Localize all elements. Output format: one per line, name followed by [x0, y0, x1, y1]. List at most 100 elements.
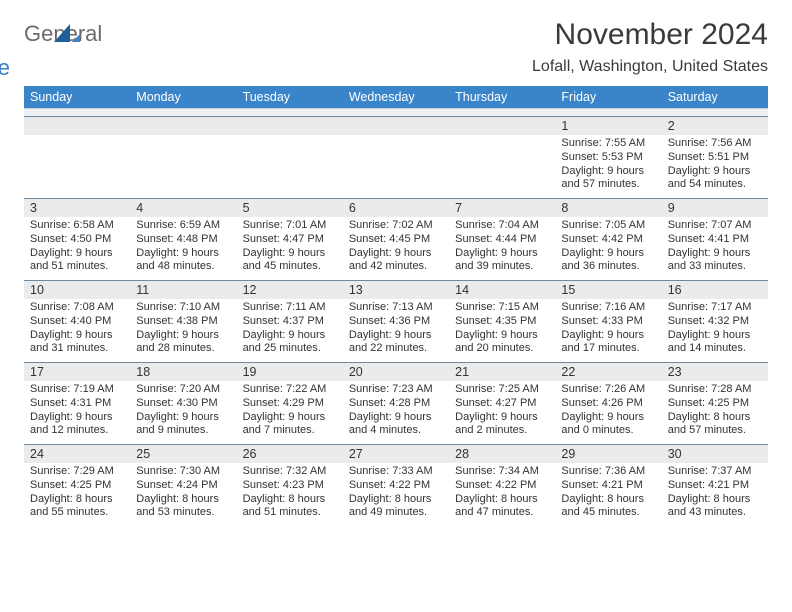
day-body: Sunrise: 7:33 AMSunset: 4:22 PMDaylight:…	[349, 465, 443, 520]
week-row: 1Sunrise: 7:55 AMSunset: 5:53 PMDaylight…	[24, 116, 768, 198]
day-sunrise: Sunrise: 7:13 AM	[349, 301, 443, 315]
dow-cell: Tuesday	[237, 86, 343, 108]
day-cell: 13Sunrise: 7:13 AMSunset: 4:36 PMDayligh…	[343, 281, 449, 362]
day-sunrise: Sunrise: 7:17 AM	[668, 301, 762, 315]
day-day2: and 22 minutes.	[349, 342, 443, 356]
day-number: 5	[237, 199, 343, 217]
day-sunset: Sunset: 4:36 PM	[349, 315, 443, 329]
day-day2: and 55 minutes.	[30, 506, 124, 520]
location-text: Lofall, Washington, United States	[532, 58, 768, 76]
day-day1: Daylight: 9 hours	[243, 411, 337, 425]
day-number: 4	[130, 199, 236, 217]
day-sunrise: Sunrise: 6:59 AM	[136, 219, 230, 233]
day-number: 15	[555, 281, 661, 299]
day-sunset: Sunset: 4:24 PM	[136, 479, 230, 493]
day-day1: Daylight: 9 hours	[136, 247, 230, 261]
day-number: 25	[130, 445, 236, 463]
day-number: 10	[24, 281, 130, 299]
day-sunset: Sunset: 4:22 PM	[349, 479, 443, 493]
day-cell: 29Sunrise: 7:36 AMSunset: 4:21 PMDayligh…	[555, 445, 661, 526]
day-day2: and 51 minutes.	[30, 260, 124, 274]
day-number: 11	[130, 281, 236, 299]
day-day1: Daylight: 8 hours	[30, 493, 124, 507]
day-cell: 9Sunrise: 7:07 AMSunset: 4:41 PMDaylight…	[662, 199, 768, 280]
day-day1: Daylight: 9 hours	[561, 247, 655, 261]
day-day2: and 47 minutes.	[455, 506, 549, 520]
day-number: 6	[343, 199, 449, 217]
day-number: 14	[449, 281, 555, 299]
day-body: Sunrise: 7:37 AMSunset: 4:21 PMDaylight:…	[668, 465, 762, 520]
day-body: Sunrise: 7:04 AMSunset: 4:44 PMDaylight:…	[455, 219, 549, 274]
day-sunset: Sunset: 4:35 PM	[455, 315, 549, 329]
day-number: 21	[449, 363, 555, 381]
day-number: 16	[662, 281, 768, 299]
day-day1: Daylight: 9 hours	[30, 411, 124, 425]
day-body: Sunrise: 7:01 AMSunset: 4:47 PMDaylight:…	[243, 219, 337, 274]
day-day2: and 48 minutes.	[136, 260, 230, 274]
day-body: Sunrise: 7:08 AMSunset: 4:40 PMDaylight:…	[30, 301, 124, 356]
day-sunset: Sunset: 4:27 PM	[455, 397, 549, 411]
day-day2: and 2 minutes.	[455, 424, 549, 438]
day-body: Sunrise: 7:55 AMSunset: 5:53 PMDaylight:…	[561, 137, 655, 192]
day-day2: and 9 minutes.	[136, 424, 230, 438]
day-day1: Daylight: 9 hours	[30, 247, 124, 261]
dow-cell: Friday	[555, 86, 661, 108]
day-number: 12	[237, 281, 343, 299]
day-day1: Daylight: 8 hours	[455, 493, 549, 507]
day-number: 8	[555, 199, 661, 217]
day-day1: Daylight: 9 hours	[455, 329, 549, 343]
day-sunset: Sunset: 4:25 PM	[30, 479, 124, 493]
day-cell	[237, 117, 343, 198]
day-number: 27	[343, 445, 449, 463]
logo: General Blue	[24, 18, 130, 64]
day-cell: 21Sunrise: 7:25 AMSunset: 4:27 PMDayligh…	[449, 363, 555, 444]
day-body: Sunrise: 7:29 AMSunset: 4:25 PMDaylight:…	[30, 465, 124, 520]
day-cell: 5 Sunrise: 7:01 AMSunset: 4:47 PMDaylight…	[237, 199, 343, 280]
day-day1: Daylight: 9 hours	[349, 329, 443, 343]
day-day2: and 43 minutes.	[668, 506, 762, 520]
day-body: Sunrise: 6:58 AMSunset: 4:50 PMDaylight:…	[30, 219, 124, 274]
day-of-week-header: SundayMondayTuesdayWednesdayThursdayFrid…	[24, 86, 768, 108]
day-sunrise: Sunrise: 7:07 AM	[668, 219, 762, 233]
day-body: Sunrise: 7:16 AMSunset: 4:33 PMDaylight:…	[561, 301, 655, 356]
calendar-page: General Blue November 2024 Lofall, Washi…	[0, 0, 792, 544]
dow-cell: Wednesday	[343, 86, 449, 108]
day-number: 2	[662, 117, 768, 135]
week-row: 3Sunrise: 6:58 AMSunset: 4:50 PMDaylight…	[24, 198, 768, 280]
day-cell: 6Sunrise: 7:02 AMSunset: 4:45 PMDaylight…	[343, 199, 449, 280]
day-day2: and 12 minutes.	[30, 424, 124, 438]
day-cell	[343, 117, 449, 198]
day-sunrise: Sunrise: 7:33 AM	[349, 465, 443, 479]
month-title: November 2024	[532, 18, 768, 52]
day-cell: 10 Sunrise: 7:08 AMSunset: 4:40 PMDayligh…	[24, 281, 130, 362]
day-day2: and 17 minutes.	[561, 342, 655, 356]
day-body: Sunrise: 7:26 AMSunset: 4:26 PMDaylight:…	[561, 383, 655, 438]
title-block: November 2024 Lofall, Washington, United…	[532, 18, 768, 76]
day-number-empty	[237, 117, 343, 135]
day-sunset: Sunset: 4:44 PM	[455, 233, 549, 247]
day-number-empty	[449, 117, 555, 135]
day-body: Sunrise: 7:11 AMSunset: 4:37 PMDaylight:…	[243, 301, 337, 356]
day-sunrise: Sunrise: 7:55 AM	[561, 137, 655, 151]
day-sunrise: Sunrise: 6:58 AM	[30, 219, 124, 233]
day-cell: 12 Sunrise: 7:11 AMSunset: 4:37 PMDayligh…	[237, 281, 343, 362]
day-number: 24	[24, 445, 130, 463]
day-day2: and 45 minutes.	[561, 506, 655, 520]
day-day1: Daylight: 8 hours	[136, 493, 230, 507]
day-day2: and 7 minutes.	[243, 424, 337, 438]
day-cell: 20Sunrise: 7:23 AMSunset: 4:28 PMDayligh…	[343, 363, 449, 444]
day-cell	[24, 117, 130, 198]
day-sunset: Sunset: 4:22 PM	[455, 479, 549, 493]
day-body: Sunrise: 7:13 AMSunset: 4:36 PMDaylight:…	[349, 301, 443, 356]
day-sunset: Sunset: 4:25 PM	[668, 397, 762, 411]
day-day1: Daylight: 9 hours	[349, 411, 443, 425]
day-day2: and 14 minutes.	[668, 342, 762, 356]
day-day2: and 51 minutes.	[243, 506, 337, 520]
day-day1: Daylight: 9 hours	[455, 247, 549, 261]
day-cell: 27 Sunrise: 7:33 AMSunset: 4:22 PMDayligh…	[343, 445, 449, 526]
day-day2: and 31 minutes.	[30, 342, 124, 356]
day-cell: 11Sunrise: 7:10 AMSunset: 4:38 PMDayligh…	[130, 281, 236, 362]
day-body: Sunrise: 7:23 AMSunset: 4:28 PMDaylight:…	[349, 383, 443, 438]
day-sunrise: Sunrise: 7:29 AM	[30, 465, 124, 479]
day-number: 28	[449, 445, 555, 463]
